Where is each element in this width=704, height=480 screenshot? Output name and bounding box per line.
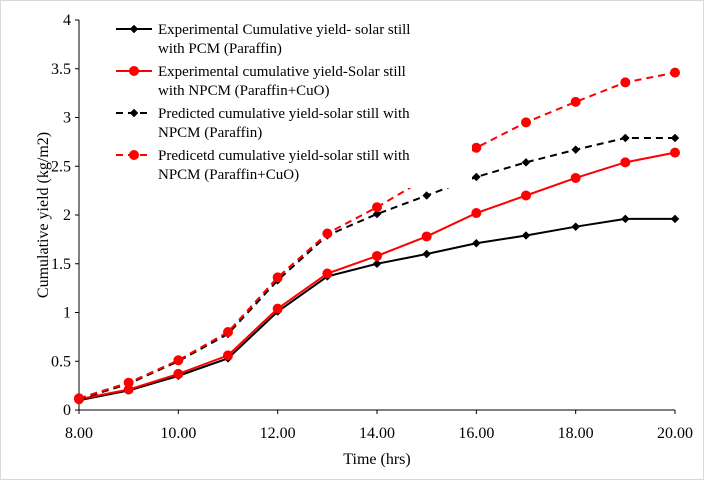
x-tick-label: 8.00 <box>65 425 93 442</box>
data-point <box>571 145 581 155</box>
y-tick-label: 3.5 <box>51 61 71 78</box>
data-point <box>74 393 84 404</box>
series-layer <box>74 67 680 405</box>
y-tick-labels: 0 0.5 1 1.5 2 2.5 3 3.5 4 <box>51 12 79 419</box>
y-tick-label: 1 <box>63 305 71 322</box>
data-point <box>422 191 432 200</box>
data-point <box>272 272 283 283</box>
x-tick-label: 10.00 <box>160 425 196 442</box>
data-point <box>620 214 630 224</box>
data-point <box>471 142 482 153</box>
data-point <box>322 228 333 239</box>
x-tick-labels: 8.00 10.00 12.00 14.00 16.00 18.00 20.00 <box>65 410 693 442</box>
x-tick-label: 16.00 <box>458 425 494 442</box>
y-tick-label: 2 <box>63 207 71 224</box>
data-point <box>620 157 631 168</box>
data-point <box>521 117 531 128</box>
data-point <box>570 96 581 107</box>
data-point <box>422 249 432 259</box>
legend-entry-1: Experimental Cumulative yield- solar sti… <box>116 22 410 57</box>
data-point <box>223 350 233 361</box>
data-point <box>372 209 382 219</box>
legend-label-line1: Experimental Cumulative yield- solar sti… <box>158 22 410 38</box>
data-point <box>571 222 581 232</box>
y-tick-label: 1.5 <box>51 256 71 273</box>
x-axis-title: Time (hrs) <box>343 451 410 468</box>
data-point <box>670 67 680 78</box>
y-axis-title: Cumulative yield (kg/m2) <box>35 132 52 298</box>
y-tick-label: 0 <box>63 402 71 419</box>
y-tick-label: 0.5 <box>51 353 71 370</box>
y-tick-label: 3 <box>63 110 71 127</box>
x-tick-label: 12.00 <box>260 425 296 442</box>
data-point <box>521 190 531 201</box>
x-tick-label: 18.00 <box>558 425 594 442</box>
data-point <box>670 147 680 158</box>
data-point <box>129 66 139 76</box>
legend-entry-2: Experimental cumulative yield-Solar stil… <box>116 64 406 99</box>
legend-label-line2: with NPCM (Paraffin+CuO) <box>158 83 330 99</box>
data-point <box>570 172 581 183</box>
data-point <box>173 355 184 366</box>
y-tick-label: 2.5 <box>51 158 71 175</box>
data-point <box>521 231 531 240</box>
legend-background <box>110 14 472 188</box>
legend: Experimental Cumulative yield- solar sti… <box>110 14 472 188</box>
x-tick-label: 20.00 <box>657 425 693 442</box>
data-point <box>670 133 680 143</box>
data-point <box>521 157 531 167</box>
legend-entry-4: Predicetd cumulative yield-solar still w… <box>116 148 410 183</box>
x-tick-label: 14.00 <box>359 425 395 442</box>
legend-label-line1: Predicetd cumulative yield-solar still w… <box>158 148 410 164</box>
data-point <box>471 172 481 182</box>
data-point <box>129 24 139 34</box>
data-point <box>272 303 283 314</box>
data-point <box>173 368 184 379</box>
legend-label-line2: with PCM (Paraffin) <box>158 41 282 57</box>
data-point <box>372 202 382 213</box>
legend-label-line2: NPCM (Paraffin) <box>158 125 262 141</box>
legend-label-line2: NPCM (Paraffin+CuO) <box>158 167 299 183</box>
data-point <box>322 268 333 279</box>
series-4 <box>74 67 680 404</box>
legend-label-line1: Experimental cumulative yield-Solar stil… <box>158 64 406 80</box>
data-point <box>620 77 631 88</box>
data-point <box>471 208 482 219</box>
data-point <box>223 327 233 337</box>
data-point <box>129 108 139 118</box>
data-point <box>421 231 432 242</box>
data-point <box>129 150 139 160</box>
data-point <box>471 238 481 248</box>
data-point <box>670 214 680 224</box>
data-point <box>123 377 134 388</box>
y-tick-label: 4 <box>63 12 71 29</box>
legend-label-line1: Predicted cumulative yield-solar still w… <box>158 106 410 122</box>
data-point <box>372 259 382 269</box>
data-point <box>620 133 630 143</box>
legend-entry-3: Predicted cumulative yield-solar still w… <box>116 106 410 141</box>
data-point <box>372 250 382 261</box>
